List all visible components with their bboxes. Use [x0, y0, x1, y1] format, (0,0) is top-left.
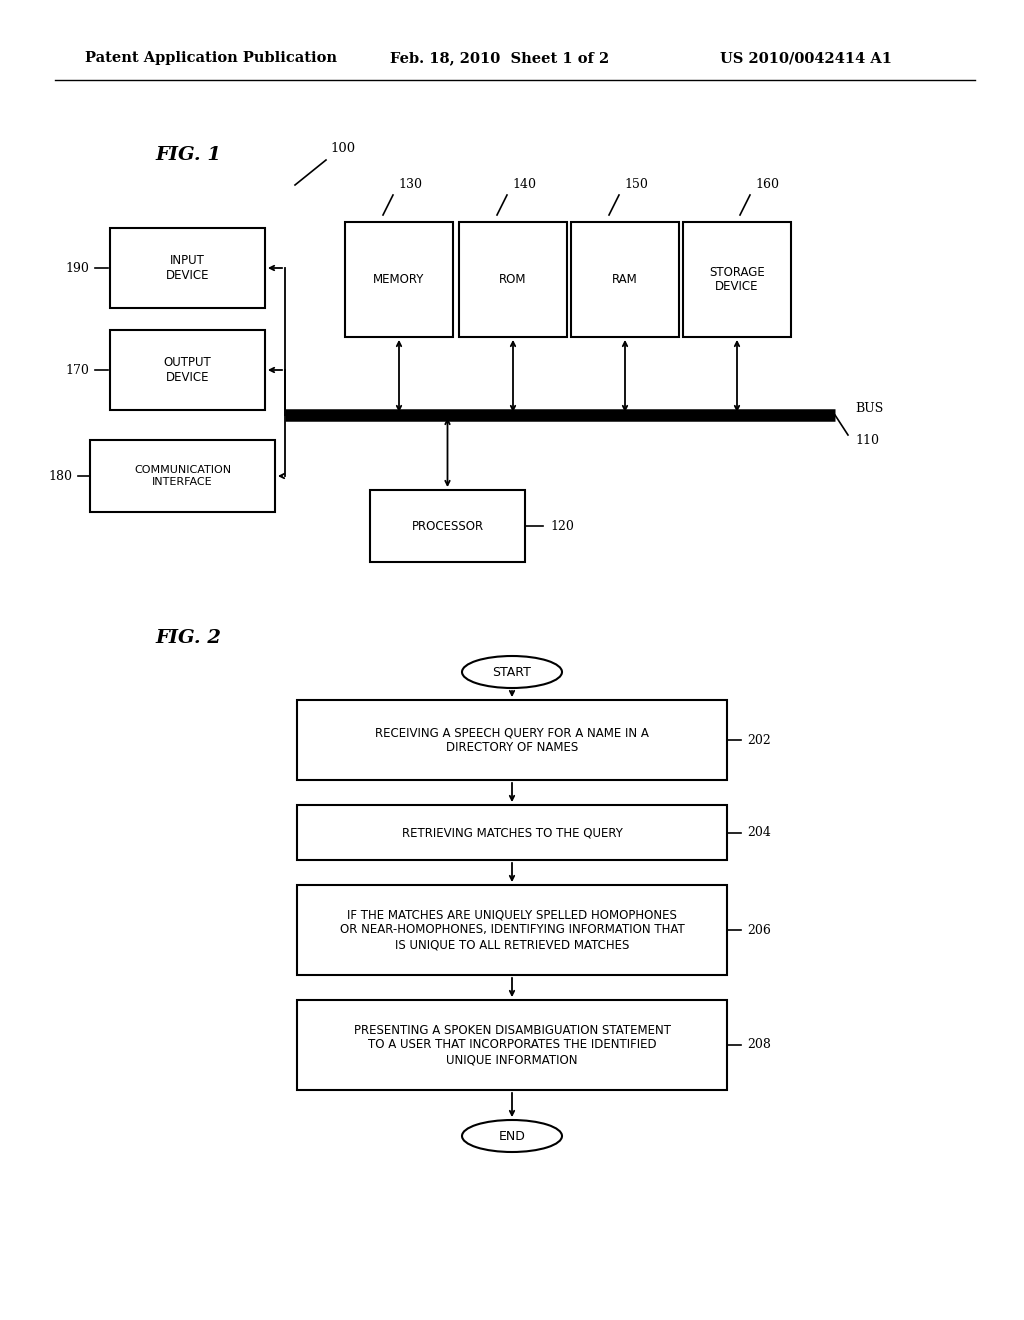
Bar — [110, 228, 265, 308]
Text: 140: 140 — [512, 178, 536, 191]
Text: 190: 190 — [65, 261, 89, 275]
Text: MEMORY: MEMORY — [374, 273, 425, 286]
Bar — [297, 700, 727, 780]
Ellipse shape — [462, 1119, 562, 1152]
Bar — [345, 222, 453, 337]
Text: 130: 130 — [398, 178, 422, 191]
Text: 100: 100 — [330, 141, 355, 154]
Text: FIG. 1: FIG. 1 — [155, 147, 221, 164]
Text: FIG. 2: FIG. 2 — [155, 630, 221, 647]
Ellipse shape — [462, 656, 562, 688]
Text: BUS: BUS — [855, 401, 884, 414]
Text: COMMUNICATION
INTERFACE: COMMUNICATION INTERFACE — [134, 465, 231, 487]
Text: Feb. 18, 2010  Sheet 1 of 2: Feb. 18, 2010 Sheet 1 of 2 — [390, 51, 609, 65]
Text: 120: 120 — [550, 520, 573, 532]
Bar — [571, 222, 679, 337]
Bar — [90, 440, 275, 512]
Text: 206: 206 — [746, 924, 771, 936]
Text: STORAGE
DEVICE: STORAGE DEVICE — [710, 265, 765, 293]
Text: US 2010/0042414 A1: US 2010/0042414 A1 — [720, 51, 892, 65]
Text: START: START — [493, 665, 531, 678]
Bar — [370, 490, 525, 562]
Text: ROM: ROM — [500, 273, 526, 286]
Text: IF THE MATCHES ARE UNIQUELY SPELLED HOMOPHONES
OR NEAR-HOMOPHONES, IDENTIFYING I: IF THE MATCHES ARE UNIQUELY SPELLED HOMO… — [340, 908, 684, 952]
Text: INPUT
DEVICE: INPUT DEVICE — [166, 253, 209, 282]
Text: 204: 204 — [746, 826, 771, 840]
Bar — [297, 805, 727, 861]
Text: END: END — [499, 1130, 525, 1143]
Text: OUTPUT
DEVICE: OUTPUT DEVICE — [164, 356, 211, 384]
Text: 208: 208 — [746, 1039, 771, 1052]
Bar — [683, 222, 791, 337]
Text: RETRIEVING MATCHES TO THE QUERY: RETRIEVING MATCHES TO THE QUERY — [401, 826, 623, 840]
Text: 110: 110 — [855, 433, 879, 446]
Text: PROCESSOR: PROCESSOR — [412, 520, 483, 532]
Bar — [297, 1001, 727, 1090]
Text: PRESENTING A SPOKEN DISAMBIGUATION STATEMENT
TO A USER THAT INCORPORATES THE IDE: PRESENTING A SPOKEN DISAMBIGUATION STATE… — [353, 1023, 671, 1067]
Text: 170: 170 — [65, 363, 89, 376]
Text: 150: 150 — [624, 178, 648, 191]
Text: 160: 160 — [755, 178, 779, 191]
Text: RECEIVING A SPEECH QUERY FOR A NAME IN A
DIRECTORY OF NAMES: RECEIVING A SPEECH QUERY FOR A NAME IN A… — [375, 726, 649, 754]
Bar — [110, 330, 265, 411]
Text: Patent Application Publication: Patent Application Publication — [85, 51, 337, 65]
Text: 202: 202 — [746, 734, 771, 747]
Text: 180: 180 — [48, 470, 72, 483]
Text: RAM: RAM — [612, 273, 638, 286]
Bar — [459, 222, 567, 337]
Bar — [297, 884, 727, 975]
